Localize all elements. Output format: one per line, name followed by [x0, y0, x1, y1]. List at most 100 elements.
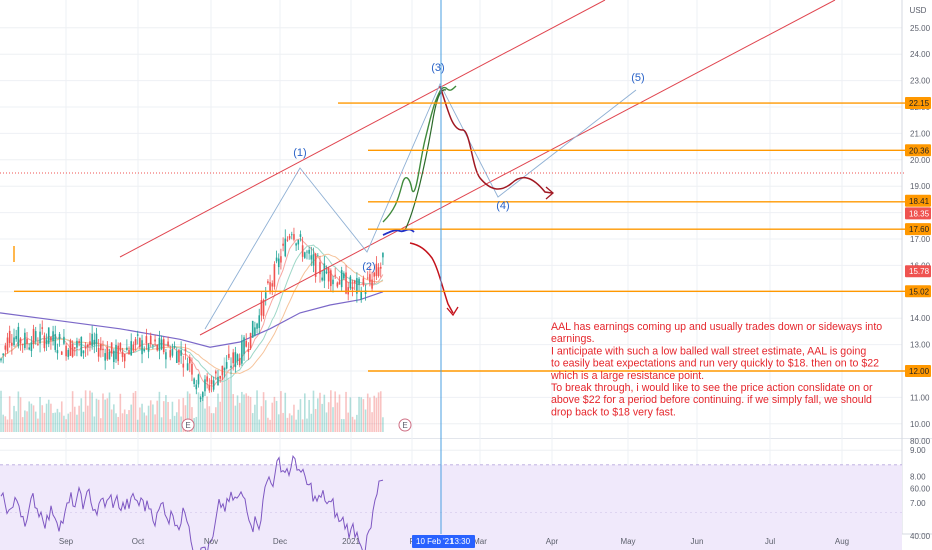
- volume-bar: [56, 408, 59, 432]
- volume-bar: [317, 398, 319, 432]
- candle-body: [277, 258, 280, 268]
- candle-body: [366, 277, 369, 279]
- volume-bar: [327, 402, 330, 432]
- time-tick-label: Sep: [59, 537, 74, 546]
- candle-body: [332, 279, 334, 285]
- volume-bar: [314, 408, 317, 432]
- volume-bar: [180, 416, 182, 432]
- volume-bar: [123, 409, 126, 432]
- volume-bar: [141, 403, 143, 432]
- candle-body: [212, 380, 215, 390]
- earnings-marker-text: E: [402, 421, 407, 430]
- volume-bar: [371, 412, 373, 432]
- candle-body: [343, 273, 345, 279]
- price-tick-label: 7.00: [910, 499, 926, 508]
- volume-bar: [301, 419, 304, 432]
- candle-body: [60, 351, 63, 355]
- volume-bar: [277, 414, 280, 432]
- candle-body: [260, 300, 263, 316]
- volume-bar: [52, 412, 54, 432]
- candle-body: [295, 243, 297, 246]
- volume-bar: [186, 391, 189, 432]
- volume-bar: [228, 379, 230, 432]
- price-tick-label: 13.00: [910, 341, 931, 350]
- volume-bar: [13, 405, 15, 432]
- candle-body: [37, 344, 39, 345]
- candle-body: [32, 328, 35, 344]
- volume-bar: [2, 414, 4, 432]
- candle-body: [17, 326, 20, 347]
- time-tick-label: Jul: [765, 537, 775, 546]
- candle-body: [323, 263, 326, 281]
- candle-body: [4, 345, 7, 350]
- volume-bar: [71, 391, 74, 432]
- price-tag-label: 12.00: [909, 367, 930, 376]
- volume-bar: [202, 395, 204, 432]
- candle-body: [104, 353, 106, 361]
- candle-body: [269, 282, 271, 292]
- candle-body: [293, 234, 295, 240]
- volume-bar: [212, 413, 215, 432]
- volume-bar: [297, 409, 300, 432]
- candle-body: [314, 253, 317, 277]
- analysis-note-line: above $22 for a period before continuing…: [551, 394, 872, 406]
- earnings-marker-2[interactable]: E: [398, 418, 412, 432]
- rsi-tick-label: 40.00: [910, 532, 931, 541]
- volume-bar: [50, 403, 52, 432]
- volume-bar: [132, 392, 135, 432]
- volume-bar: [280, 391, 282, 432]
- price-tag: [905, 365, 931, 377]
- projection-arrow: [545, 186, 554, 200]
- volume-bar: [238, 402, 241, 432]
- volume-bar: [87, 405, 89, 432]
- candle-body: [39, 331, 41, 344]
- wave-skeleton: [204, 82, 637, 330]
- volume-bar: [210, 413, 213, 432]
- volume-bar: [145, 415, 148, 432]
- candle-body: [91, 333, 93, 346]
- candle-body: [56, 350, 59, 354]
- volume-bar: [364, 409, 367, 432]
- price-tag: [905, 265, 931, 278]
- volume-bar: [45, 403, 48, 432]
- volume-bar: [360, 397, 363, 432]
- volume-bar: [267, 417, 269, 432]
- volume-bar: [63, 415, 65, 432]
- projection-arrow: [446, 306, 459, 317]
- earnings-marker-1[interactable]: E: [181, 418, 195, 432]
- volume-bar: [260, 406, 263, 432]
- volume-bar: [113, 404, 115, 432]
- candle-body: [321, 277, 323, 281]
- candle-body: [123, 354, 126, 362]
- candle-body: [43, 335, 46, 349]
- volume-bar: [82, 411, 85, 432]
- candle-body: [154, 339, 156, 342]
- volume-bar: [264, 400, 267, 432]
- candle-body: [234, 352, 237, 368]
- analysis-note: AAL has earnings coming up and usually t…: [550, 321, 882, 418]
- candle-body: [0, 358, 2, 361]
- volume-bar: [258, 419, 261, 432]
- volume-bar: [167, 401, 169, 432]
- volume-bar: [21, 417, 24, 432]
- volume-bar: [217, 393, 219, 432]
- volume-bar: [282, 412, 284, 432]
- volume-bar: [26, 411, 28, 432]
- candle-body: [128, 350, 130, 355]
- candle-body: [310, 255, 313, 260]
- volume-bar: [310, 413, 313, 432]
- volume-bar: [30, 403, 33, 432]
- volume-bar: [149, 400, 152, 432]
- volume-bar: [165, 395, 167, 432]
- price-tag-label: 18.41: [909, 197, 930, 206]
- candle-body: [199, 397, 202, 400]
- candle-body: [223, 367, 226, 371]
- volume-bar: [136, 419, 139, 432]
- price-tick-label: 14.00: [910, 314, 931, 323]
- price-tag: [905, 144, 931, 157]
- analysis-note-line: To break through, i would like to see th…: [551, 382, 873, 394]
- volume-bar: [288, 413, 291, 432]
- candles: [0, 227, 384, 403]
